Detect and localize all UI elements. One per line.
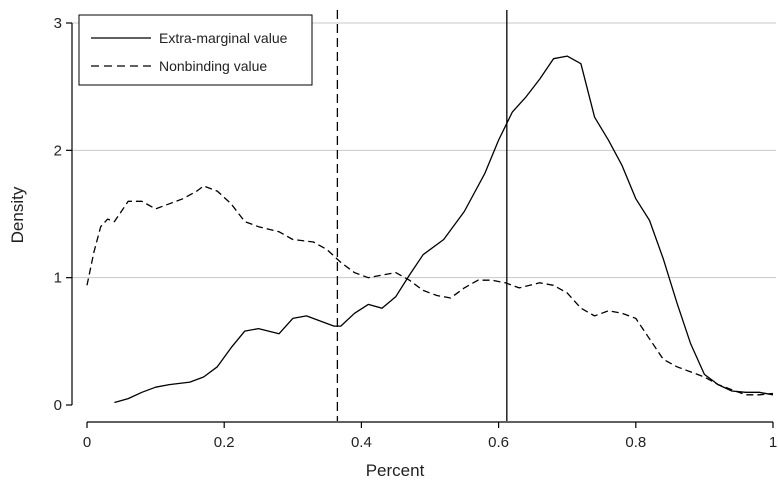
reference-lines (336, 10, 508, 421)
axes: 0 1 2 3 0 0.2 0.4 0.6 0.8 1 (54, 15, 778, 451)
x-tick-label-1: 0.2 (214, 434, 235, 451)
y-axis-label: Density (8, 186, 27, 243)
x-tick-label-2: 0.4 (351, 434, 372, 451)
series-line-extra-marginal (114, 55, 774, 404)
y-tick-label-1: 1 (54, 270, 62, 287)
legend-label-nonbinding: Nonbinding value (159, 58, 267, 74)
y-tick-label-0: 0 (54, 397, 62, 414)
series-lines (86, 55, 774, 404)
y-tick-label-3: 3 (54, 15, 62, 32)
y-tick-label-2: 2 (54, 142, 62, 159)
x-tick-label-4: 0.8 (625, 434, 646, 451)
series-line-nonbinding (86, 185, 774, 396)
x-tick-label-5: 1 (769, 434, 777, 451)
legend-label-extra-marginal: Extra-marginal value (159, 30, 288, 46)
legend: Extra-marginal value Nonbinding value (78, 14, 313, 86)
x-axis-label: Percent (366, 461, 425, 480)
x-tick-label-3: 0.6 (488, 434, 509, 451)
x-tick-label-0: 0 (83, 434, 91, 451)
legend-box (78, 14, 313, 86)
